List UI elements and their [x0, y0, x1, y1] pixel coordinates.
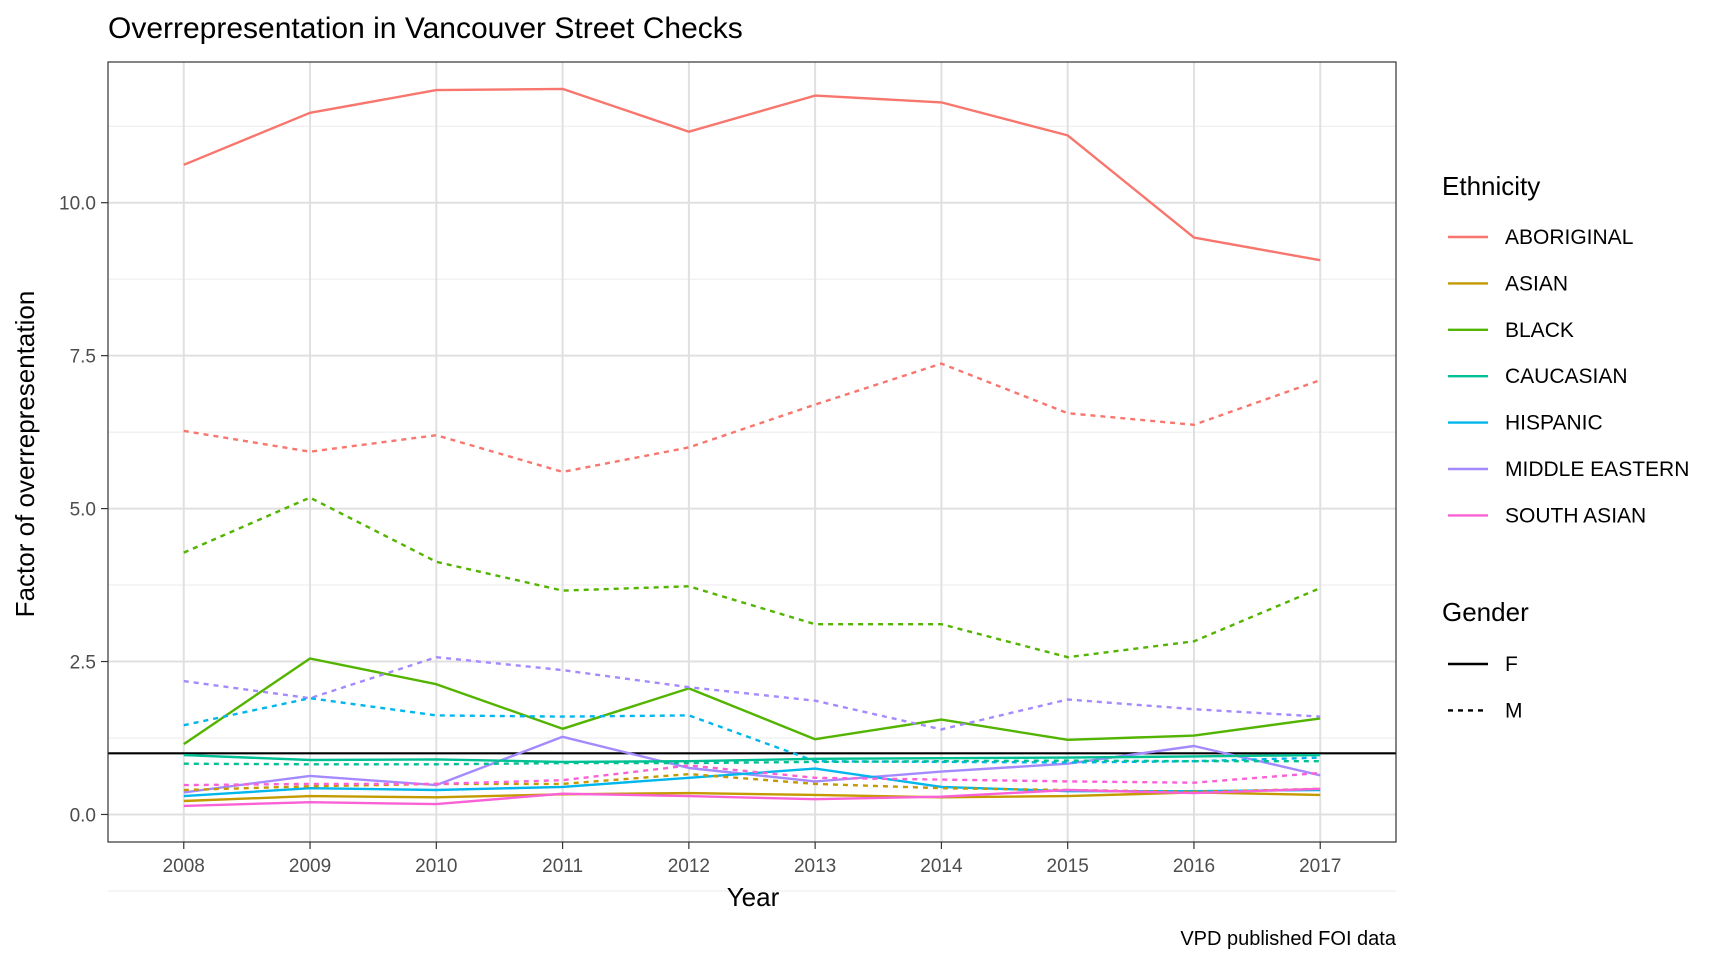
legend-label: CAUCASIAN: [1505, 365, 1628, 388]
legend-title-ethnicity: Ethnicity: [1442, 171, 1540, 201]
plot-background: [108, 62, 1396, 842]
x-tick-label: 2009: [289, 856, 331, 877]
legend-label: HISPANIC: [1505, 412, 1603, 435]
legend-label: BLACK: [1505, 319, 1574, 342]
x-axis-label: Year: [727, 882, 780, 912]
x-tick-label: 2016: [1173, 856, 1215, 877]
legend-label: F: [1505, 653, 1518, 676]
legend-label: SOUTH ASIAN: [1505, 504, 1646, 527]
y-tick-label: 2.5: [70, 653, 96, 674]
series-line-asian-f: [183, 791, 1321, 803]
y-tick-label: 7.5: [70, 347, 96, 368]
legend: Ethnicity ABORIGINAL ASIAN BLACK CAUCASIAN H…: [1442, 171, 1689, 722]
series-line-aboriginal-m: [183, 362, 1321, 474]
legend-label: ABORIGINAL: [1505, 226, 1633, 249]
x-tick-label: 2010: [415, 856, 457, 877]
series-line-hispanic-m: [183, 697, 1321, 764]
series-line-south-asian-f: [183, 787, 1321, 808]
x-tick-label: 2017: [1299, 856, 1341, 877]
x-tick-label: 2008: [163, 856, 205, 877]
x-tick-label: 2011: [542, 856, 583, 877]
grid-minor: [108, 125, 1396, 892]
y-tick-label: 5.0: [70, 500, 96, 521]
series-line-middle-eastern-m: [183, 656, 1321, 731]
y-axis-label: Factor of overrepresentation: [10, 291, 40, 618]
legend-label: M: [1505, 699, 1523, 722]
series-line-black-f: [183, 657, 1321, 746]
y-axis: 0.0 2.5 5.0 7.5 10.0: [59, 194, 108, 826]
legend-label: ASIAN: [1505, 272, 1568, 295]
y-tick-label: 0.0: [70, 805, 96, 826]
y-tick-label: 10.0: [59, 194, 96, 215]
x-tick-label: 2015: [1047, 856, 1089, 877]
chart-title: Overrepresentation in Vancouver Street C…: [108, 12, 743, 45]
legend-label: MIDDLE EASTERN: [1505, 458, 1689, 481]
legend-ethnicity-items: ABORIGINAL ASIAN BLACK CAUCASIAN HISPANIC MID…: [1448, 226, 1689, 527]
series-layer: [183, 87, 1321, 808]
chart-caption: VPD published FOI data: [1180, 928, 1397, 950]
plot-panel: [107, 61, 1397, 892]
x-tick-label: 2014: [920, 856, 963, 877]
series-line-aboriginal-f: [183, 87, 1321, 262]
legend-title-gender: Gender: [1442, 597, 1529, 627]
series-line-black-m: [183, 496, 1321, 659]
series-line-caucasian-f: [183, 753, 1321, 764]
legend-gender-items: FM: [1448, 653, 1523, 722]
series-line-middle-eastern-f: [183, 735, 1321, 794]
x-tick-label: 2012: [668, 856, 710, 877]
x-axis: 2008 2009 2010 2011 2012 2013 2014 2015 2016 2017: [163, 842, 1341, 877]
plot-border: [107, 61, 1397, 843]
x-tick-label: 2013: [794, 856, 836, 877]
